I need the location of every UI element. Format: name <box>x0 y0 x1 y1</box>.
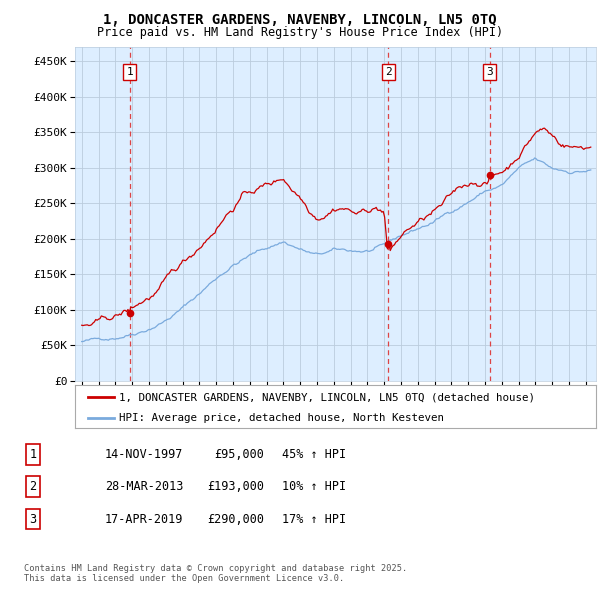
Text: 14-NOV-1997: 14-NOV-1997 <box>105 448 184 461</box>
Text: £193,000: £193,000 <box>207 480 264 493</box>
Text: 2: 2 <box>29 480 37 493</box>
Text: £95,000: £95,000 <box>214 448 264 461</box>
Text: Contains HM Land Registry data © Crown copyright and database right 2025.
This d: Contains HM Land Registry data © Crown c… <box>24 563 407 583</box>
Text: Price paid vs. HM Land Registry's House Price Index (HPI): Price paid vs. HM Land Registry's House … <box>97 26 503 39</box>
Text: 3: 3 <box>487 67 493 77</box>
Text: 17-APR-2019: 17-APR-2019 <box>105 513 184 526</box>
Text: 45% ↑ HPI: 45% ↑ HPI <box>282 448 346 461</box>
Text: 2: 2 <box>385 67 392 77</box>
Text: 17% ↑ HPI: 17% ↑ HPI <box>282 513 346 526</box>
Text: HPI: Average price, detached house, North Kesteven: HPI: Average price, detached house, Nort… <box>119 414 444 424</box>
Text: 1: 1 <box>29 448 37 461</box>
Text: 1, DONCASTER GARDENS, NAVENBY, LINCOLN, LN5 0TQ (detached house): 1, DONCASTER GARDENS, NAVENBY, LINCOLN, … <box>119 392 535 402</box>
Text: £290,000: £290,000 <box>207 513 264 526</box>
Text: 3: 3 <box>29 513 37 526</box>
Text: 1, DONCASTER GARDENS, NAVENBY, LINCOLN, LN5 0TQ: 1, DONCASTER GARDENS, NAVENBY, LINCOLN, … <box>103 13 497 27</box>
Text: 28-MAR-2013: 28-MAR-2013 <box>105 480 184 493</box>
Text: 1: 1 <box>127 67 133 77</box>
Text: 10% ↑ HPI: 10% ↑ HPI <box>282 480 346 493</box>
